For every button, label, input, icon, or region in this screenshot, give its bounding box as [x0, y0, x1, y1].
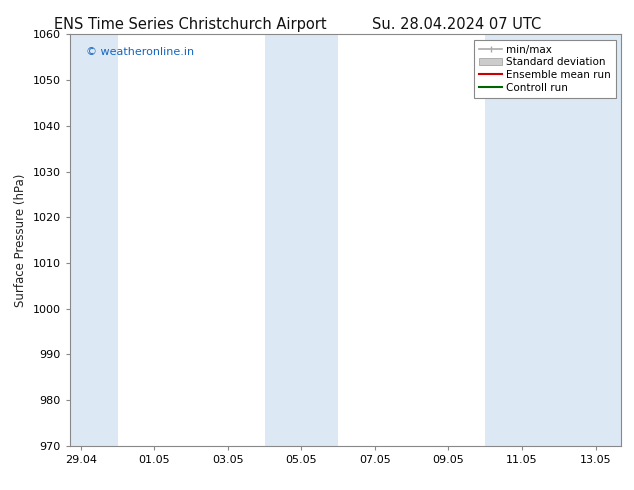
- Text: © weatheronline.in: © weatheronline.in: [86, 47, 195, 57]
- Bar: [70, 34, 117, 446]
- Bar: [485, 34, 621, 446]
- Text: Su. 28.04.2024 07 UTC: Su. 28.04.2024 07 UTC: [372, 17, 541, 32]
- Legend: min/max, Standard deviation, Ensemble mean run, Controll run: min/max, Standard deviation, Ensemble me…: [474, 40, 616, 98]
- Text: ENS Time Series Christchurch Airport: ENS Time Series Christchurch Airport: [54, 17, 327, 32]
- Y-axis label: Surface Pressure (hPa): Surface Pressure (hPa): [14, 173, 27, 307]
- Bar: [264, 34, 338, 446]
